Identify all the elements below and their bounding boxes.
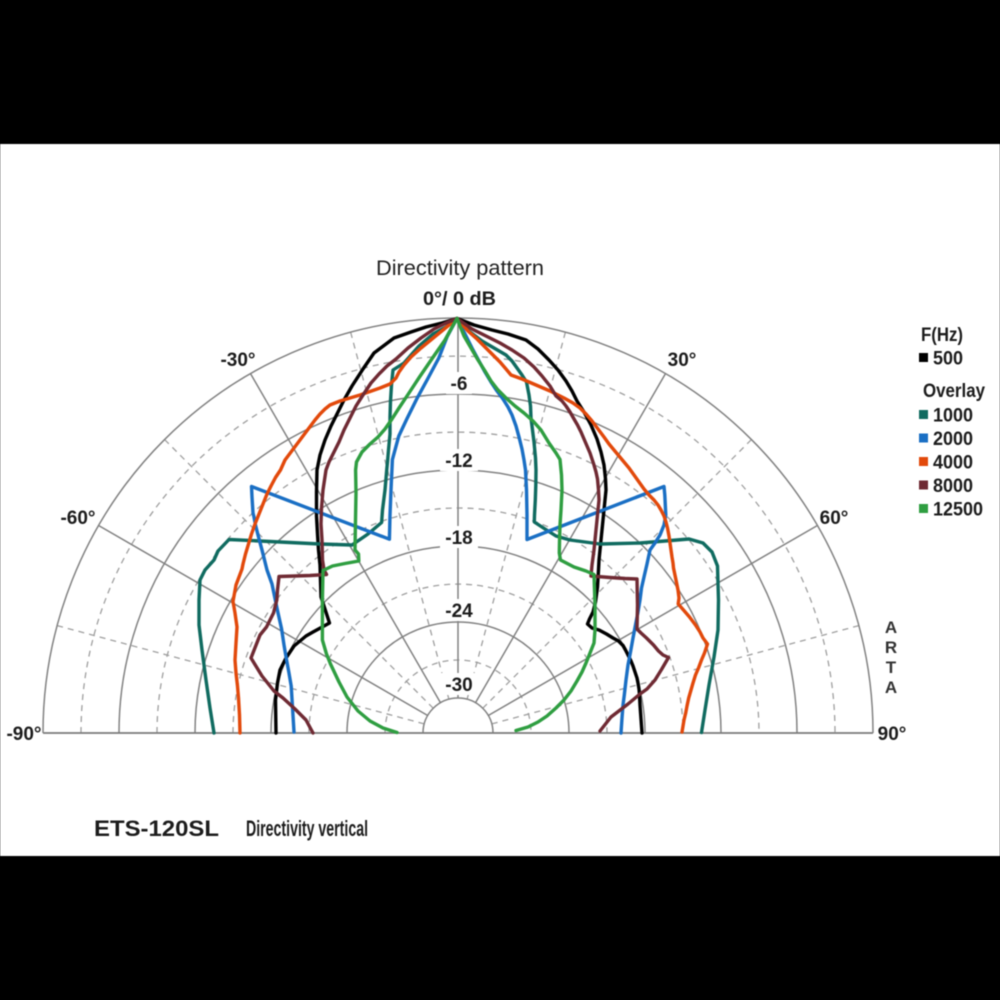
svg-text:-12: -12 xyxy=(445,451,472,472)
svg-text:8000: 8000 xyxy=(933,476,973,497)
svg-text:-6: -6 xyxy=(451,374,468,395)
svg-text:60°: 60° xyxy=(820,508,849,529)
svg-text:1000: 1000 xyxy=(933,406,973,427)
svg-text:Directivity vertical: Directivity vertical xyxy=(246,816,368,841)
svg-text:-30°: -30° xyxy=(220,350,255,371)
svg-text:30°: 30° xyxy=(668,350,697,371)
svg-text:A: A xyxy=(885,618,897,637)
svg-text:Overlay: Overlay xyxy=(923,381,985,402)
svg-text:4000: 4000 xyxy=(933,453,973,474)
svg-text:0°/ 0 dB: 0°/ 0 dB xyxy=(423,289,496,310)
svg-text:-90°: -90° xyxy=(6,724,41,745)
svg-text:500: 500 xyxy=(933,349,963,370)
svg-text:-24: -24 xyxy=(445,601,473,622)
svg-text:90°: 90° xyxy=(878,724,907,745)
svg-text:F(Hz): F(Hz) xyxy=(921,325,963,346)
svg-text:Directivity pattern: Directivity pattern xyxy=(376,257,544,280)
svg-text:-18: -18 xyxy=(445,528,472,549)
svg-text:R: R xyxy=(885,638,897,657)
svg-text:-60°: -60° xyxy=(60,508,95,529)
svg-text:-30: -30 xyxy=(445,675,472,696)
svg-text:T: T xyxy=(886,658,897,677)
svg-text:ETS-120SL: ETS-120SL xyxy=(94,816,219,841)
svg-text:A: A xyxy=(885,678,897,697)
svg-text:2000: 2000 xyxy=(933,429,973,450)
svg-text:12500: 12500 xyxy=(933,500,983,521)
